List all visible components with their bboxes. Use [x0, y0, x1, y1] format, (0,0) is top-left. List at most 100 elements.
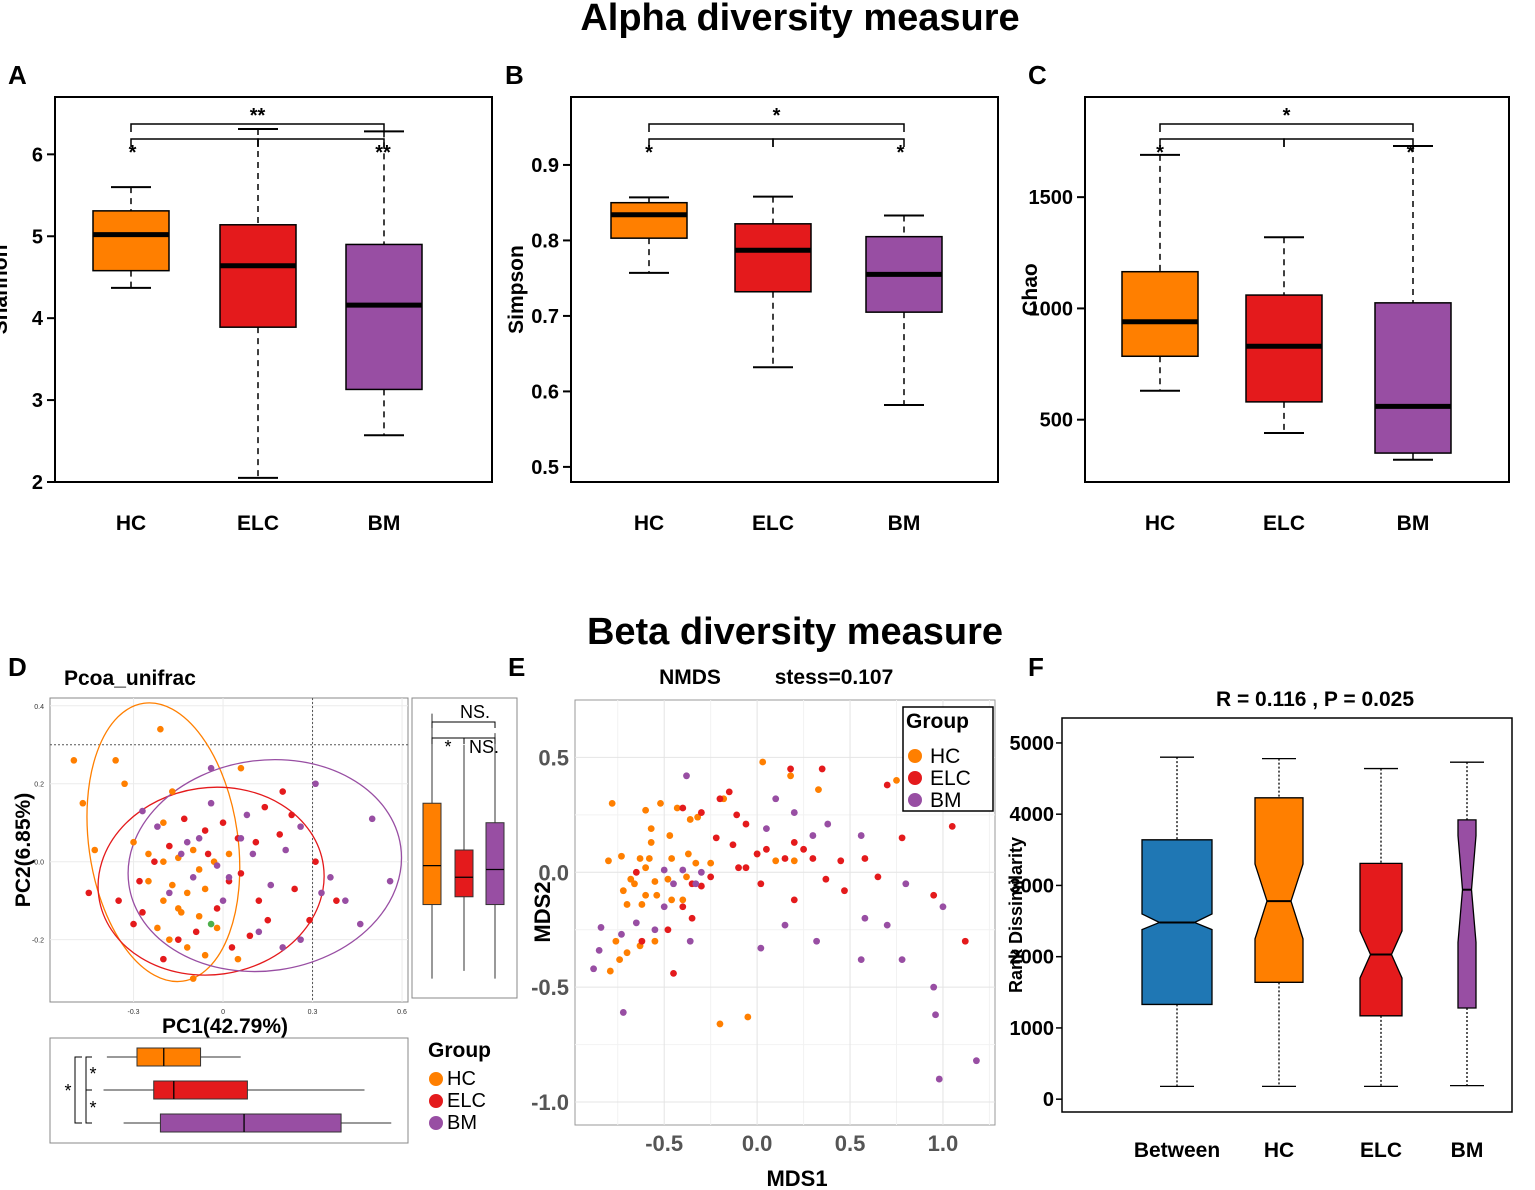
- point-elc: [725, 788, 733, 796]
- point-elc: [670, 969, 677, 977]
- panel-label-b: B: [505, 60, 524, 90]
- point-bm: [318, 889, 325, 897]
- point-elc: [874, 873, 882, 881]
- point-hc: [618, 852, 625, 860]
- x-category-label: ELC: [1263, 512, 1305, 535]
- point-hc: [189, 846, 197, 854]
- point-elc: [174, 936, 182, 943]
- point-bm: [686, 937, 694, 945]
- point-hc: [612, 937, 620, 945]
- legend-marker-elc: [908, 771, 922, 785]
- point-hc: [716, 1020, 724, 1028]
- y-tick-label: 0.0: [538, 860, 569, 885]
- point-elc: [688, 914, 696, 922]
- point-elc: [697, 809, 705, 816]
- side-box-hc: [422, 802, 442, 906]
- point-hc: [225, 850, 233, 858]
- point-hc: [668, 855, 676, 862]
- chart-title: NMDS: [659, 666, 721, 689]
- confidence-ellipse-elc: [97, 786, 325, 976]
- point-elc: [237, 870, 245, 877]
- point-hc: [790, 857, 798, 865]
- point-bm: [939, 903, 947, 911]
- y-tick-label: 0.0: [34, 860, 44, 867]
- point-hc: [169, 788, 176, 795]
- notched-box-hc: [1254, 797, 1304, 983]
- point-hc: [608, 799, 616, 807]
- y-tick-label: 1000: [1010, 1018, 1055, 1040]
- bottom-annotation: *: [89, 1064, 96, 1084]
- notched-box-bm: [1457, 819, 1477, 1009]
- point-hc: [166, 936, 173, 943]
- point-elc: [638, 937, 646, 945]
- x-category-label: BM: [888, 512, 921, 535]
- point-hc: [653, 891, 661, 899]
- point-elc: [861, 855, 869, 862]
- legend-marker-hc: [908, 749, 922, 763]
- point-hc: [657, 799, 664, 807]
- y-axis-label: PC2(6.85%): [12, 793, 35, 907]
- y-tick-label: 2: [32, 472, 43, 494]
- point-hc: [234, 955, 242, 963]
- point-elc: [763, 845, 770, 853]
- plot-frame: [1061, 717, 1513, 1113]
- point-bm: [166, 889, 173, 897]
- point-bm: [902, 880, 910, 888]
- point-hc: [145, 877, 152, 885]
- point-bm: [312, 780, 319, 788]
- point-hc: [692, 859, 700, 867]
- y-tick-label: 0.7: [531, 306, 559, 328]
- point-elc: [139, 909, 146, 916]
- box-hc: [92, 210, 170, 272]
- confidence-ellipse-hc: [86, 702, 241, 983]
- point-hc: [642, 806, 650, 814]
- point-elc: [790, 896, 798, 904]
- point-elc: [85, 889, 93, 897]
- y-axis-label: Rank Dissimilarity: [1006, 837, 1026, 993]
- significance-bracket: [772, 138, 905, 147]
- point-hc: [623, 949, 631, 957]
- point-elc: [151, 858, 158, 865]
- point-bm: [279, 944, 287, 951]
- point-elc: [166, 842, 173, 850]
- panel-label-d: D: [8, 652, 27, 682]
- point-elc: [707, 873, 715, 881]
- point-elc: [213, 905, 221, 912]
- x-tick-label: 0.0: [742, 1131, 773, 1156]
- legend-item-label: ELC: [930, 767, 971, 790]
- y-tick-label: 0: [1043, 1089, 1054, 1111]
- x-tick-label: 0: [221, 1009, 225, 1016]
- point-elc: [800, 845, 807, 853]
- point-bm: [590, 965, 597, 973]
- plot-frame: [49, 697, 409, 1003]
- confidence-ellipse-bm: [127, 758, 403, 973]
- y-axis-label: MDS2: [530, 881, 555, 942]
- panel-b-simpson-boxplot: 0.5 0.6 0.7 0.8 0.9 Simpson HC ELC BM * * *: [505, 96, 999, 535]
- point-hc: [79, 799, 87, 807]
- side-box-bm: [485, 822, 505, 906]
- y-tick-label: 3: [32, 390, 43, 412]
- notched-box-elc: [1359, 862, 1403, 1017]
- point-hc: [169, 881, 176, 889]
- significance-bracket: [130, 138, 259, 147]
- point-elc: [809, 855, 817, 862]
- x-category-label: HC: [1145, 512, 1175, 535]
- point-hc: [213, 924, 221, 932]
- legend-marker-elc: [429, 1094, 443, 1108]
- x-category-label: HC: [1264, 1139, 1294, 1162]
- point-bm: [595, 947, 603, 954]
- point-bm: [297, 936, 304, 943]
- point-bm: [697, 868, 705, 876]
- point-bm: [207, 799, 215, 807]
- point-elc: [822, 875, 830, 883]
- point-elc: [252, 838, 260, 846]
- point-bm: [213, 862, 221, 869]
- point-hc: [636, 855, 644, 862]
- point-bm: [618, 930, 625, 938]
- point-bm: [861, 914, 869, 922]
- point-bm: [386, 877, 394, 885]
- point-hc: [174, 905, 182, 912]
- point-bm: [243, 811, 251, 819]
- significance-label: *: [897, 142, 905, 164]
- point-hc: [130, 838, 137, 846]
